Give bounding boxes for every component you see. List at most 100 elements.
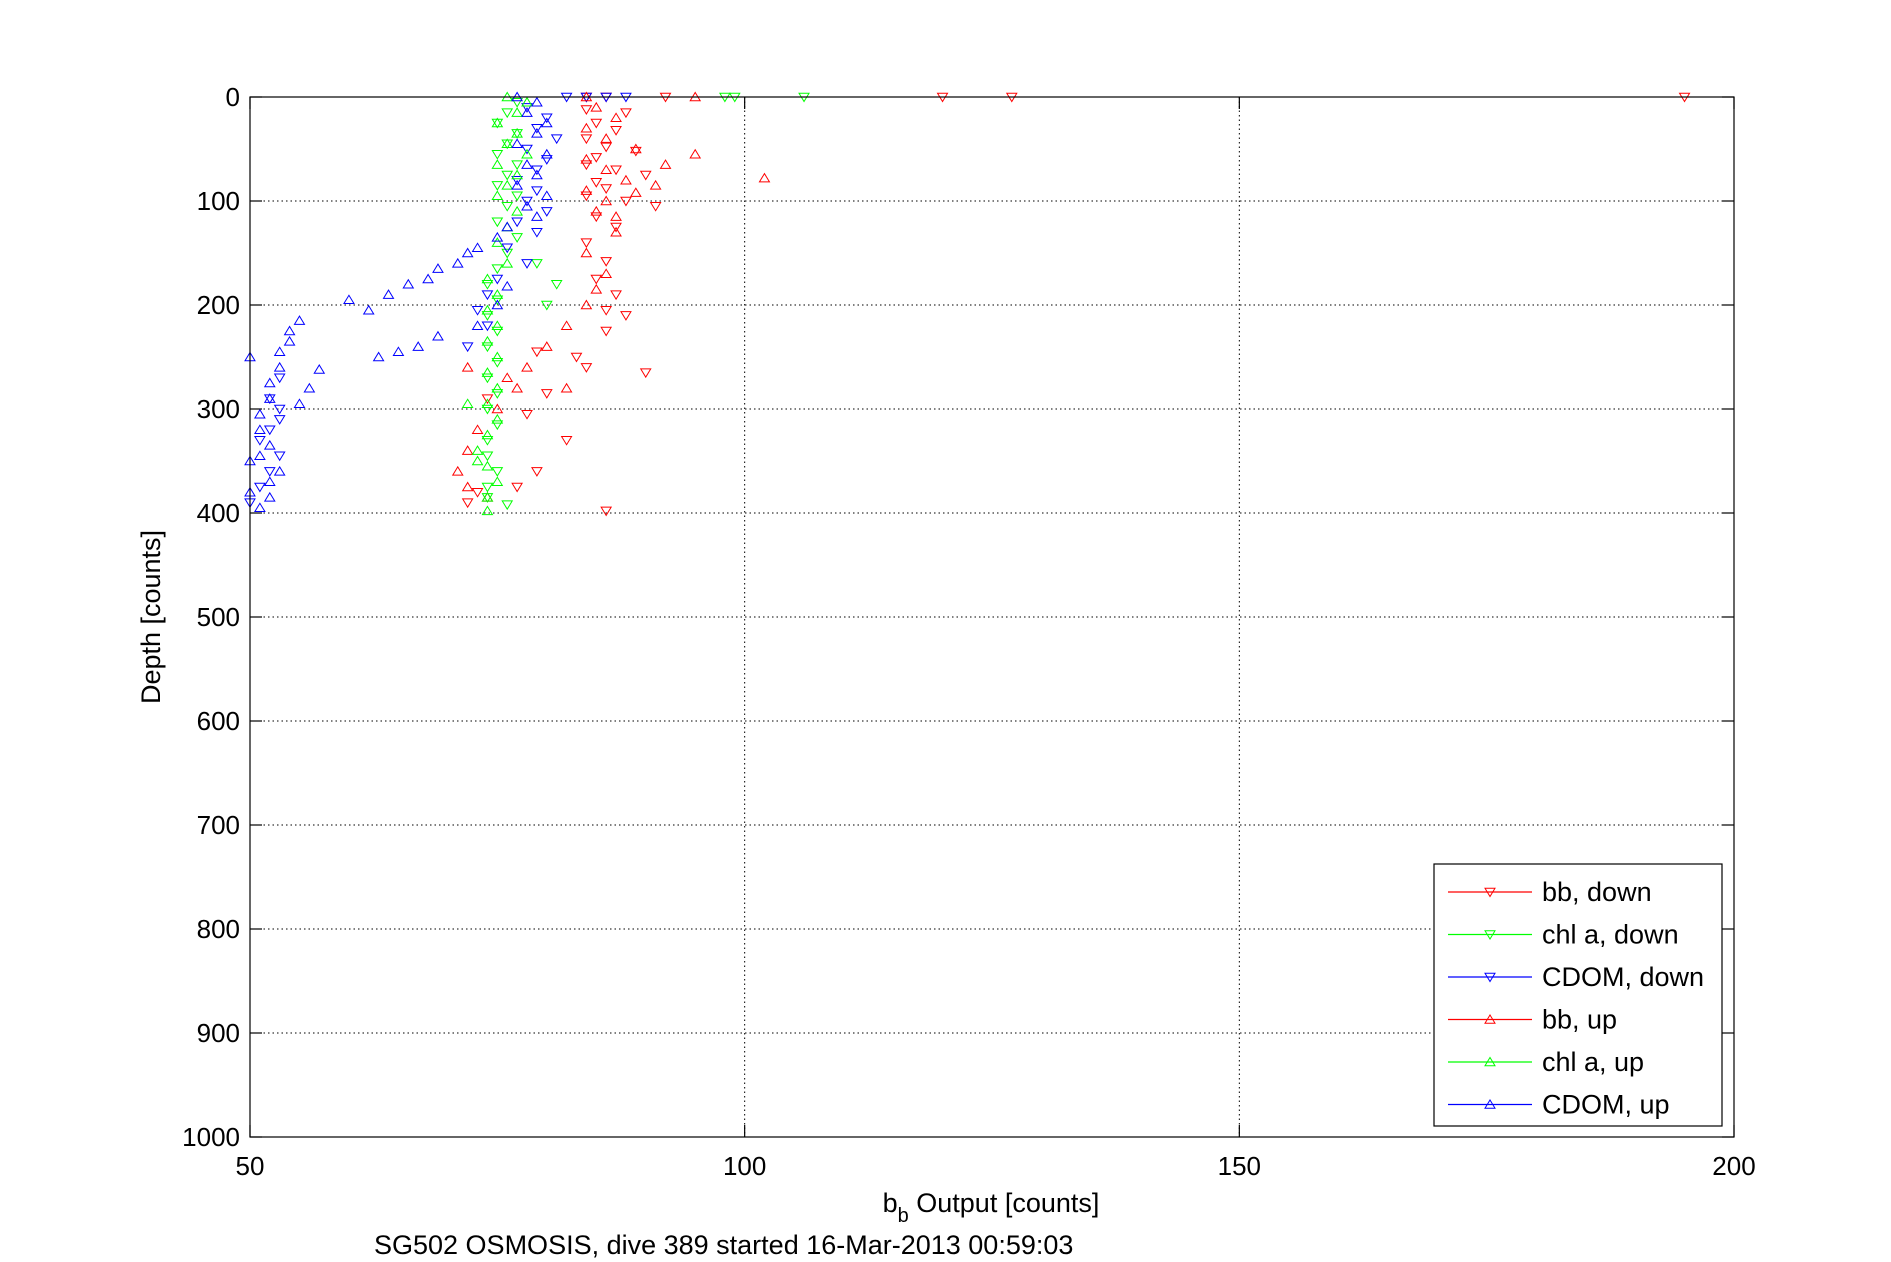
data-point <box>511 382 524 393</box>
data-point <box>471 424 484 435</box>
data-point <box>254 424 266 435</box>
data-point <box>540 155 553 165</box>
data-point <box>511 191 524 202</box>
data-point <box>560 435 573 446</box>
data-point <box>293 398 306 409</box>
legend-marker <box>1484 972 1496 983</box>
legend-label: chl a, up <box>1542 1047 1644 1077</box>
data-point <box>639 170 652 181</box>
data-point <box>491 159 504 169</box>
data-point <box>481 304 494 315</box>
y-tick-label: 700 <box>197 810 240 840</box>
data-point <box>580 153 593 164</box>
data-point <box>531 467 543 477</box>
data-point <box>511 233 524 243</box>
legend-marker <box>1484 1056 1496 1067</box>
data-point <box>501 500 514 511</box>
y-axis-ticks: 0 100 200 300 400 500 600 700 800 900 1000 <box>182 82 1734 1152</box>
data-point <box>600 305 613 316</box>
data-point <box>501 257 514 268</box>
legend-marker <box>1484 1099 1496 1109</box>
data-point <box>580 363 593 373</box>
data-point <box>540 389 553 399</box>
data-point <box>273 404 286 415</box>
data-point <box>254 450 266 461</box>
data-point <box>501 170 514 181</box>
y-tick-label: 100 <box>197 186 240 216</box>
data-point <box>580 134 593 145</box>
legend-label: bb, down <box>1542 877 1652 907</box>
legend-label: chl a, down <box>1542 920 1679 950</box>
data-point <box>531 259 543 269</box>
data-point <box>422 273 434 284</box>
series-5 <box>244 91 553 513</box>
data-point <box>501 138 514 149</box>
data-point <box>451 257 464 268</box>
data-point <box>521 103 533 113</box>
legend-marker <box>1484 1014 1496 1024</box>
data-point <box>293 315 306 325</box>
x-axis-ticks: 50 100 150 200 <box>236 97 1756 1181</box>
data-point <box>491 389 504 399</box>
data-point <box>501 280 514 291</box>
data-point <box>620 174 632 185</box>
data-point <box>263 491 276 502</box>
data-point <box>600 133 613 143</box>
legend-label: CDOM, down <box>1542 962 1704 992</box>
data-point <box>491 274 504 285</box>
data-point <box>273 465 286 476</box>
data-point <box>451 465 464 476</box>
data-point <box>521 148 533 159</box>
data-point <box>511 160 524 171</box>
data-point <box>580 191 593 202</box>
data-point <box>511 138 524 149</box>
legend-label: CDOM, up <box>1542 1090 1670 1120</box>
data-point <box>620 108 632 119</box>
data-point <box>501 243 514 254</box>
data-point <box>531 347 543 358</box>
data-point <box>580 238 593 249</box>
data-point <box>491 420 504 431</box>
data-point <box>649 201 662 212</box>
data-point <box>481 273 494 284</box>
data-point <box>491 320 504 331</box>
data-point <box>392 346 405 357</box>
data-point <box>461 398 474 409</box>
data-point <box>649 179 662 190</box>
data-point <box>343 294 355 305</box>
data-point <box>412 341 425 351</box>
data-point <box>590 205 603 216</box>
data-point <box>254 502 266 513</box>
data-point <box>531 186 543 197</box>
data-point <box>521 409 533 420</box>
data-point <box>531 211 543 221</box>
data-point <box>273 373 286 384</box>
data-point <box>501 221 514 232</box>
data-point <box>481 404 494 415</box>
data-point <box>560 382 573 393</box>
data-point <box>580 105 593 115</box>
y-tick-label: 400 <box>197 498 240 528</box>
data-point <box>491 264 504 275</box>
x-tick-label: 200 <box>1712 1151 1755 1181</box>
series-1 <box>481 92 810 511</box>
x-tick-label: 50 <box>236 1151 265 1181</box>
data-point <box>263 476 276 487</box>
data-point <box>540 148 553 159</box>
data-point <box>273 415 286 425</box>
data-point <box>263 425 276 436</box>
data-point <box>531 123 543 134</box>
data-point <box>521 200 533 211</box>
data-point <box>382 289 395 299</box>
data-point <box>659 159 672 169</box>
data-point <box>600 268 613 279</box>
data-point <box>629 187 642 197</box>
data-point <box>600 195 613 206</box>
data-point <box>511 107 524 117</box>
data-point <box>461 361 474 372</box>
data-point <box>600 164 613 175</box>
data-point <box>471 242 484 253</box>
data-point <box>362 304 375 315</box>
data-point <box>481 460 494 471</box>
data-point <box>432 330 444 341</box>
